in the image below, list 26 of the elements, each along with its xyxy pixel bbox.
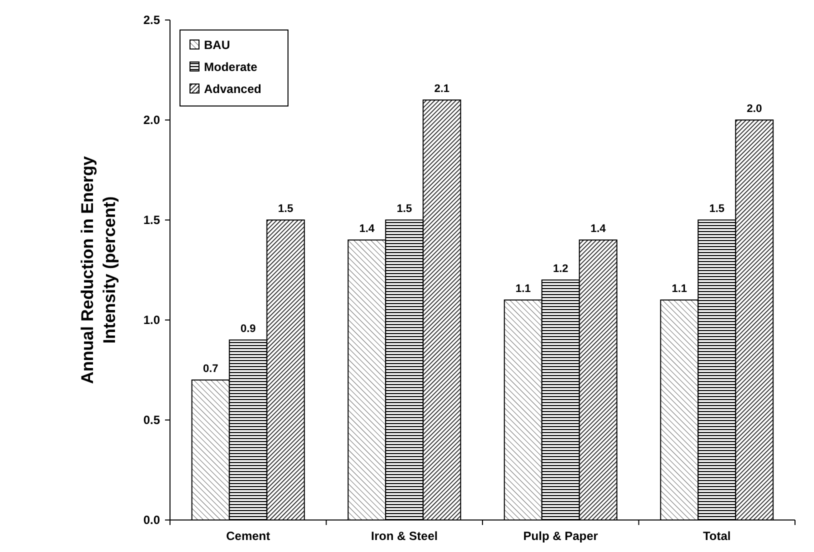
y-tick-label: 1.5: [143, 213, 160, 228]
data-label: 2.0: [746, 103, 762, 115]
data-label: 1.4: [590, 223, 607, 235]
y-tick-label: 2.5: [143, 13, 160, 28]
data-label: 2.1: [434, 83, 450, 95]
y-tick-label: 2.0: [143, 113, 160, 128]
data-label: 0.7: [202, 363, 218, 375]
y-tick-label: 0.0: [143, 513, 160, 528]
data-label: 1.5: [396, 203, 412, 215]
data-label: 1.1: [515, 283, 531, 295]
x-tick-label: Total: [702, 529, 731, 543]
legend-label: Advanced: [204, 82, 262, 96]
data-label: 1.5: [278, 203, 294, 215]
y-tick-label: 1.0: [143, 313, 160, 328]
legend-label: Moderate: [204, 60, 258, 74]
x-tick-label: Pulp & Paper: [523, 529, 598, 543]
y-tick-label: 0.5: [143, 413, 160, 428]
data-label: 1.1: [672, 283, 688, 295]
data-label: 1.4: [359, 223, 376, 235]
x-tick-label: Cement: [226, 529, 270, 543]
data-label: 0.9: [240, 323, 256, 335]
data-label: 1.5: [709, 203, 725, 215]
data-label: 1.2: [552, 263, 568, 275]
y-axis-title: Annual Reduction in Energy Intensity (percent): [78, 156, 119, 384]
x-tick-label: Iron & Steel: [371, 529, 438, 543]
legend-label: BAU: [204, 38, 230, 52]
